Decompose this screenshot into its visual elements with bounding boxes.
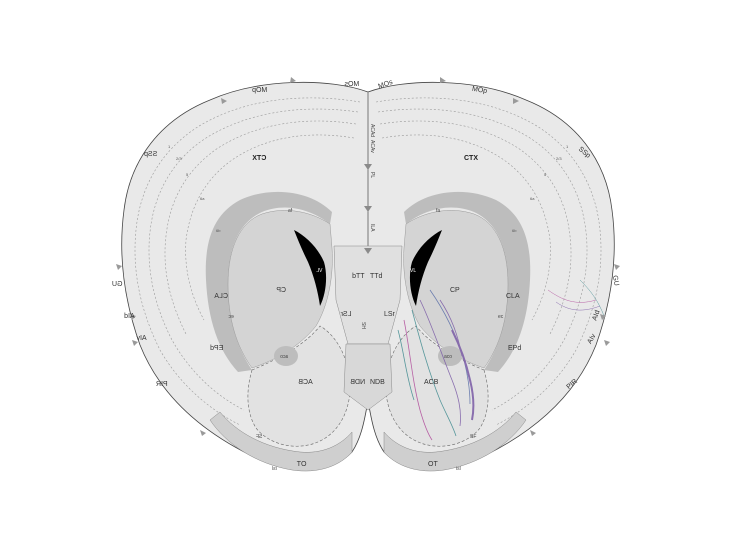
left-mop-label: MOp (252, 87, 267, 94)
left-pir-label: PIR (156, 381, 168, 388)
right-acb-label: ACB (424, 379, 439, 386)
left-ec-label: ec (228, 314, 234, 320)
left-aco-label: aco (280, 354, 288, 360)
left-ls-label: LSr (340, 311, 352, 318)
layer-num-1: 1 (566, 144, 569, 149)
right-sf-label: SF (470, 434, 476, 440)
midline-acad-label: ACAd (369, 124, 375, 137)
left-ndb-label: NDB (350, 379, 365, 386)
white-matter-right (404, 191, 531, 372)
left-acb-label: ACB (298, 379, 313, 386)
midline-markers (364, 164, 372, 254)
midline-sh-label: SH (360, 322, 366, 329)
right-cp-label: CP (450, 287, 460, 294)
layer-num-l3: 5 (186, 172, 189, 177)
layer-lines-right (375, 97, 602, 426)
left-fa-label: fa (288, 208, 292, 214)
left-isl-label: isl (272, 466, 277, 472)
right-isl-label: isl (456, 466, 461, 472)
right-vl-label: VL (410, 268, 416, 274)
layer-num-2: 2/3 (556, 156, 562, 161)
left-gu-label: GU (112, 281, 123, 288)
layer-lines-left (134, 97, 361, 426)
septum (333, 245, 403, 345)
layer-num-4: 6a (530, 196, 535, 201)
layer-num-3: 5 (544, 172, 547, 177)
acb-region-left (247, 325, 351, 447)
midline-pl-label: PL (369, 172, 375, 178)
right-ndb-label: NDB (370, 379, 385, 386)
ventricle-left (294, 230, 327, 306)
left-vl-label: VL (316, 268, 322, 274)
ot-band-right (383, 411, 527, 472)
left-epd-label: EPd (210, 345, 223, 352)
midline-acav-label: ACAv (369, 140, 375, 153)
left-ot-label: OT (296, 461, 306, 468)
ot-band-left (209, 411, 353, 472)
right-mos-label: MOs (377, 79, 394, 91)
right-ec-label: ec (498, 314, 504, 320)
left-ctx-label: CTX (252, 155, 266, 162)
ventricle-right (409, 230, 442, 306)
layer-num-l2: 2/3 (176, 156, 182, 161)
left-cla-label: CLA (214, 293, 228, 300)
right-mop-label: MOp (471, 86, 487, 96)
left-ttd-label: TTd (352, 273, 365, 280)
boundary-markers (116, 77, 620, 436)
left-sf-label: SF (256, 434, 262, 440)
acb-region-right (385, 325, 489, 447)
layer-num-l4: 6a (200, 196, 205, 201)
right-ot-label: OT (428, 461, 438, 468)
right-ttd-label: TTd (370, 273, 383, 280)
right-aco-label: aco (444, 354, 452, 360)
white-matter-left (205, 191, 332, 372)
aco-right (438, 346, 462, 366)
ndb-region (343, 343, 393, 411)
layer-num-5: 6b (512, 228, 517, 233)
aco-left (274, 346, 298, 366)
left-aiv-label: AIv (136, 335, 147, 342)
layer-num-l5: 6b (216, 228, 221, 233)
right-ctx-label: CTX (464, 155, 478, 162)
left-mos-label: MOs (344, 81, 359, 88)
left-aid-label: AId (124, 313, 135, 320)
right-ls-label: LSr (384, 311, 396, 318)
right-aid-label: AId (591, 309, 601, 321)
left-ssp-label: SSp (144, 151, 157, 158)
left-cp-label: CP (276, 287, 286, 294)
layer-num-l1: 1 (168, 144, 171, 149)
right-epd-label: EPd (508, 345, 521, 352)
right-aiv-label: AIv (586, 333, 597, 346)
right-fa-label: fa (436, 208, 440, 214)
labelled-fibers (397, 279, 605, 441)
right-gu-label: GU (611, 275, 620, 287)
right-cla-label: CLA (506, 293, 520, 300)
midline-ila-label: ILA (369, 224, 375, 232)
